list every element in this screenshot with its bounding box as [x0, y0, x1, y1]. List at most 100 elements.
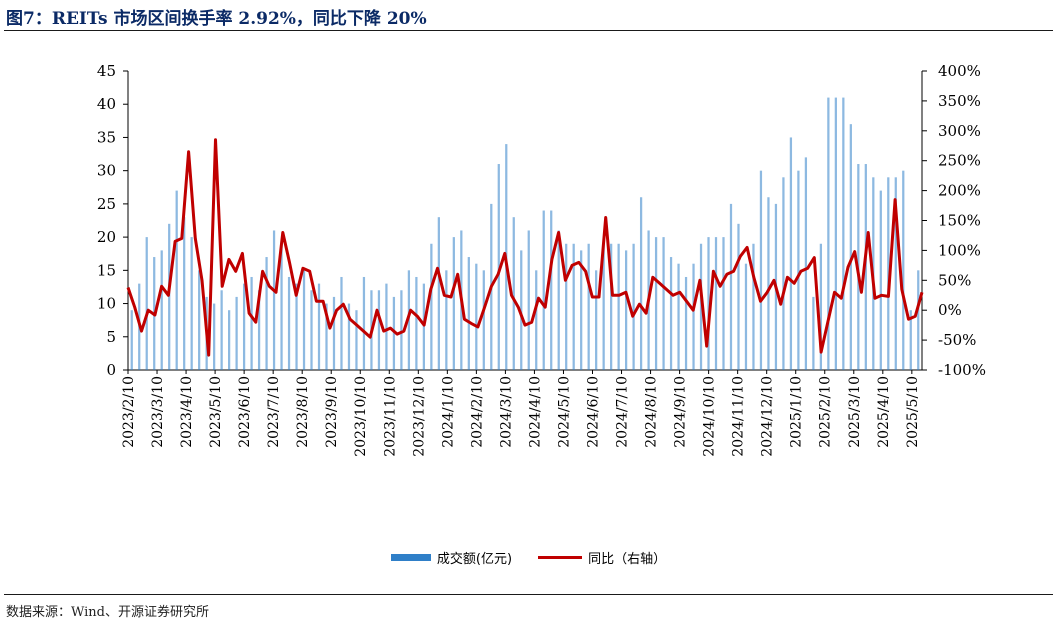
bar: [580, 250, 583, 370]
bar: [714, 237, 718, 370]
x-tick-label: 2025/2/10: [818, 376, 834, 448]
bar: [737, 223, 740, 370]
left-tick-label: 20: [97, 228, 116, 246]
x-tick-label: 2025/4/10: [876, 376, 892, 448]
x-tick-label: 2024/7/10: [615, 376, 631, 448]
bar: [782, 177, 785, 370]
bar: [909, 310, 912, 370]
x-tick-label: 2024/2/10: [469, 376, 485, 448]
bar: [347, 303, 351, 370]
x-tick-label: 2025/1/10: [789, 376, 805, 448]
bar: [917, 270, 920, 370]
bar: [662, 237, 665, 370]
x-tick-label: 2024/9/10: [673, 376, 689, 448]
bar: [707, 237, 710, 370]
left-tick-label: 25: [97, 195, 116, 213]
right-tick-label: 150%: [938, 212, 981, 230]
left-tick-label: 45: [97, 62, 116, 80]
bar: [699, 243, 703, 370]
title-rule: [4, 30, 1053, 31]
bar: [827, 97, 830, 371]
bar: [902, 170, 905, 370]
bar: [213, 303, 216, 370]
legend-item-line: 同比（右轴）: [538, 548, 666, 567]
bar: [355, 310, 358, 370]
bar: [767, 197, 770, 370]
bar: [887, 177, 890, 370]
bar: [842, 97, 845, 371]
legend-swatch-line: [538, 555, 583, 559]
x-tick-label: 2023/12/10: [411, 376, 427, 457]
bar: [684, 276, 688, 370]
left-tick-label: 10: [97, 295, 116, 313]
x-tick-label: 2024/1/10: [440, 376, 456, 448]
bar: [310, 290, 313, 370]
bar: [265, 257, 268, 370]
bar: [819, 243, 823, 370]
right-tick-label: 200%: [938, 182, 981, 200]
right-tick-label: 100%: [938, 241, 981, 259]
bar: [467, 257, 470, 370]
bar: [632, 243, 635, 370]
yoy-line: [126, 138, 924, 357]
bar: [437, 217, 440, 370]
legend-item-bars: 成交额(亿元): [390, 548, 512, 567]
left-tick-label: 30: [97, 162, 116, 180]
bar: [864, 164, 867, 370]
x-tick-label: 2023/4/10: [179, 376, 195, 448]
bar: [257, 290, 261, 370]
x-tick-label: 2023/10/10: [353, 376, 369, 457]
right-tick-label: 400%: [938, 62, 981, 80]
bar: [834, 97, 837, 371]
bar: [130, 310, 133, 370]
bar: [242, 283, 246, 370]
bar: [744, 263, 748, 370]
bar: [535, 270, 538, 370]
bar: [325, 303, 328, 370]
bar: [595, 270, 598, 370]
chart-area: 0 5 10 15 20 25 30 35 40 45 -100% -50% 0% 50% 100% 150%…: [97, 62, 986, 457]
legend-label-line: 同比（右轴）: [588, 551, 667, 567]
right-tick-label: -50%: [938, 331, 976, 349]
right-tick-label: -100%: [938, 361, 986, 379]
bar: [669, 257, 673, 370]
bar: [415, 276, 418, 370]
bar: [183, 217, 186, 370]
bar: [430, 243, 433, 370]
bar: [624, 250, 628, 370]
x-tick-label: 2024/8/10: [644, 376, 660, 448]
bar: [287, 276, 291, 370]
left-tick-label: 0: [106, 361, 116, 379]
bar: [400, 290, 403, 370]
bar: [280, 243, 283, 370]
x-tick-label: 2024/12/10: [760, 376, 776, 457]
x-tick-label: 2023/3/10: [150, 376, 166, 448]
x-tick-label: 2024/11/10: [731, 376, 747, 457]
right-tick-label: 0%: [938, 301, 962, 319]
bar: [759, 170, 763, 370]
x-tick-label: 2024/6/10: [585, 376, 601, 448]
bar: [587, 243, 590, 370]
left-tick-label: 40: [97, 95, 116, 113]
legend-swatch-bars: [390, 553, 431, 561]
bar: [235, 296, 238, 370]
bar: [804, 157, 808, 370]
bar: [452, 237, 455, 370]
bar: [879, 190, 882, 370]
x-tick-label: 2023/7/10: [266, 376, 282, 448]
x-tick-label: 2025/5/10: [905, 376, 921, 448]
bar: [894, 177, 897, 370]
x-tick-label: 2023/9/10: [324, 376, 340, 448]
x-tick-label: 2023/11/10: [382, 376, 398, 457]
bar: [789, 137, 793, 370]
bar: [722, 237, 725, 370]
left-tick-label: 15: [97, 261, 116, 279]
bar: [812, 296, 815, 370]
x-tick-label: 2024/4/10: [527, 376, 543, 448]
bar: [475, 263, 478, 370]
bar: [520, 250, 523, 370]
bar: [849, 124, 852, 371]
bar: [377, 290, 381, 370]
bar: [527, 230, 530, 370]
x-tick-label: 2023/2/10: [121, 376, 137, 448]
